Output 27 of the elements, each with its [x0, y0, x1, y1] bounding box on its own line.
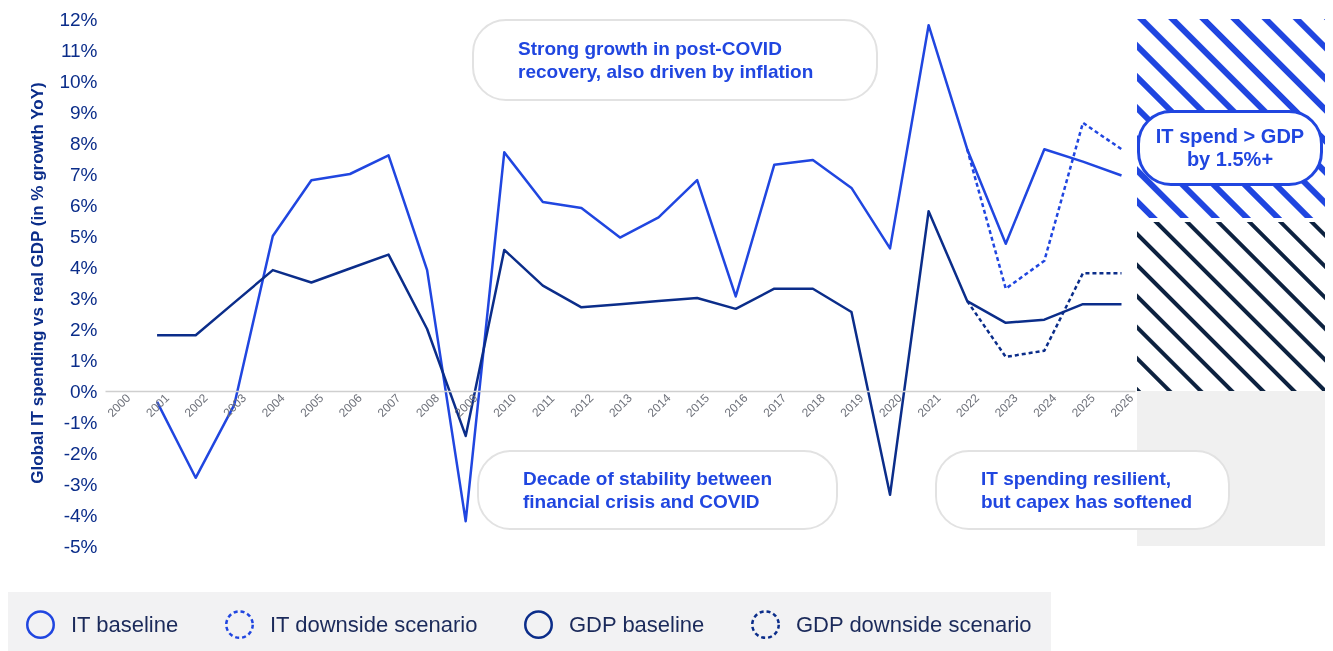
y-tick-label: 11% — [60, 39, 98, 61]
y-tick-label: -2% — [63, 442, 98, 464]
legend-label: GDP baseline — [569, 611, 705, 637]
y-axis-title: Global IT spending vs real GDP (in % growth YoY) — [28, 82, 48, 484]
y-tick-label: 9% — [70, 101, 98, 123]
y-tick-label: 6% — [70, 194, 98, 216]
y-tick-label: 0% — [70, 380, 98, 402]
text-box: Decade of stability between financial crisis and COVID — [477, 450, 838, 530]
y-tick-label: 4% — [70, 256, 98, 278]
y-tick-label: -5% — [63, 535, 98, 557]
y-tick-label: 8% — [70, 132, 98, 154]
legend-label: IT baseline — [71, 611, 179, 637]
y-tick-label: 3% — [70, 287, 98, 309]
y-tick-label: 2% — [70, 318, 98, 340]
text-box: IT spend > GDP by 1.5%+ — [1137, 110, 1323, 186]
y-tick-label: -1% — [63, 411, 98, 433]
y-tick-label: 1% — [70, 349, 98, 371]
legend-label: GDP downside scenario — [796, 611, 1032, 637]
text-box: Strong growth in post-COVID recovery, also driven by inflation — [472, 19, 878, 101]
text-box: IT spending resilient, but capex has softened — [935, 450, 1230, 530]
legend-label: IT downside scenario — [270, 611, 478, 637]
y-tick-label: 7% — [70, 163, 98, 185]
y-tick-label: -4% — [63, 504, 98, 526]
y-tick-label: 10% — [59, 70, 98, 92]
y-tick-label: -3% — [63, 473, 98, 495]
y-tick-label: 5% — [70, 225, 98, 247]
y-tick-label: 12% — [59, 8, 98, 30]
